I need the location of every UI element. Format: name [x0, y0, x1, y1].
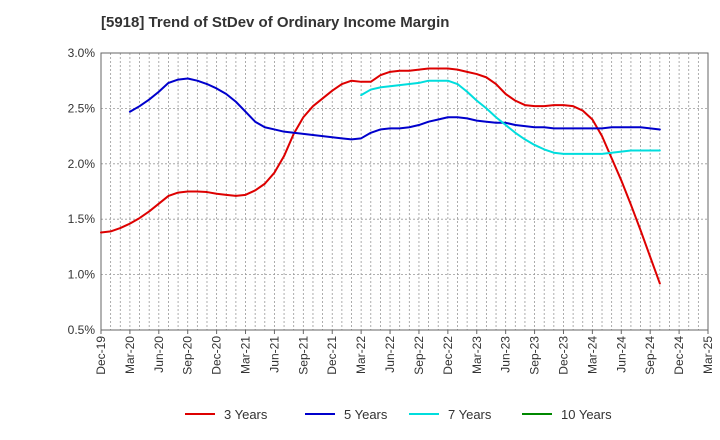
- x-tick-label: Mar-22: [354, 336, 368, 374]
- y-tick-label: 3.0%: [68, 46, 96, 60]
- x-tick-label: Jun-22: [383, 336, 397, 373]
- x-tick-label: Dec-24: [672, 336, 686, 375]
- x-tick-label: Sep-21: [296, 336, 310, 375]
- x-tick-label: Dec-20: [210, 336, 224, 375]
- y-tick-label: 1.5%: [68, 212, 96, 226]
- x-tick-label: Mar-21: [239, 336, 253, 374]
- y-tick-label: 2.0%: [68, 157, 96, 171]
- x-tick-label: Mar-25: [701, 336, 715, 374]
- y-tick-label: 1.0%: [68, 268, 96, 282]
- x-tick-label: Dec-23: [556, 336, 570, 375]
- legend-label: 3 Years: [224, 407, 268, 422]
- x-tick-label: Mar-24: [585, 336, 599, 374]
- x-tick-label: Dec-19: [94, 336, 108, 375]
- plot-border: [100, 52, 709, 331]
- series-line-3-years: [100, 67, 661, 285]
- x-tick-label: Mar-23: [470, 336, 484, 374]
- x-tick-label: Jun-23: [499, 336, 513, 373]
- series-line-5-years: [128, 77, 661, 141]
- x-tick-label: Dec-22: [441, 336, 455, 375]
- x-tick-label: Sep-20: [181, 336, 195, 375]
- x-tick-label: Dec-21: [325, 336, 339, 375]
- x-tick-label: Jun-21: [267, 336, 281, 373]
- y-tick-label: 0.5%: [68, 323, 96, 337]
- y-tick-label: 2.5%: [68, 101, 96, 115]
- x-tick-label: Jun-24: [614, 336, 628, 373]
- x-tick-label: Sep-22: [412, 336, 426, 375]
- x-tick-label: Sep-24: [643, 336, 657, 375]
- legend-label: 5 Years: [344, 407, 388, 422]
- legend-label: 10 Years: [561, 407, 612, 422]
- legend-label: 7 Years: [448, 407, 492, 422]
- x-tick-label: Sep-23: [528, 336, 542, 375]
- x-tick-label: Jun-20: [152, 336, 166, 373]
- chart-title: [5918] Trend of StDev of Ordinary Income…: [101, 14, 450, 31]
- series-line-7-years: [360, 79, 661, 155]
- x-tick-label: Mar-20: [123, 336, 137, 374]
